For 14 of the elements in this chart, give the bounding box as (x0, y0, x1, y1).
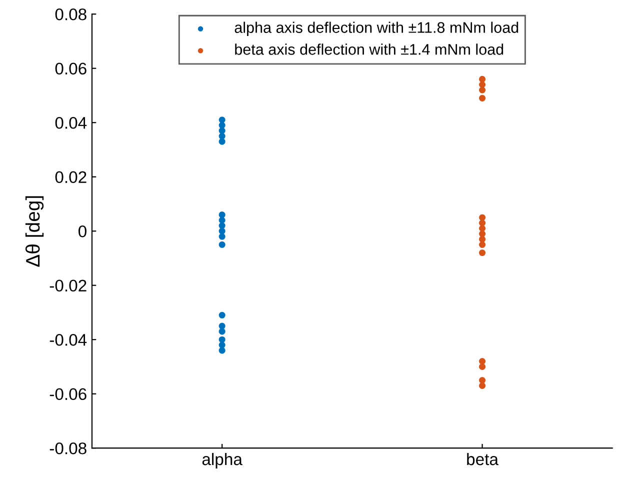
y-tick-label: -0.02 (50, 280, 86, 292)
legend-label: beta axis deflection with ±1.4 mNm load (235, 44, 504, 55)
y-tick-label: 0.08 (55, 8, 86, 20)
y-tick-label: 0.06 (55, 62, 86, 75)
x-tick-label: alpha (202, 452, 242, 468)
y-tick-label: 0.02 (55, 171, 86, 184)
y-axis-title: Δθ [deg] (25, 196, 44, 267)
y-tick-label: -0.04 (50, 334, 87, 346)
x-tick-label: beta (467, 452, 498, 466)
y-tick-label: 0 (78, 225, 86, 238)
y-tick-label: -0.08 (50, 442, 86, 454)
legend-label: alpha axis deflection with ±11.8 mNm load (234, 22, 518, 36)
y-tick-label: 0.04 (55, 116, 87, 129)
y-tick-label: -0.06 (50, 388, 86, 400)
